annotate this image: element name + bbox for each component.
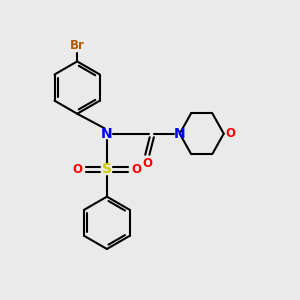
Text: O: O <box>132 163 142 176</box>
Text: O: O <box>225 127 235 140</box>
Text: S: S <box>102 162 112 176</box>
Text: N: N <box>174 127 185 141</box>
Text: Br: Br <box>70 40 85 52</box>
Text: N: N <box>101 127 113 141</box>
Text: O: O <box>72 163 82 176</box>
Text: O: O <box>142 157 152 170</box>
